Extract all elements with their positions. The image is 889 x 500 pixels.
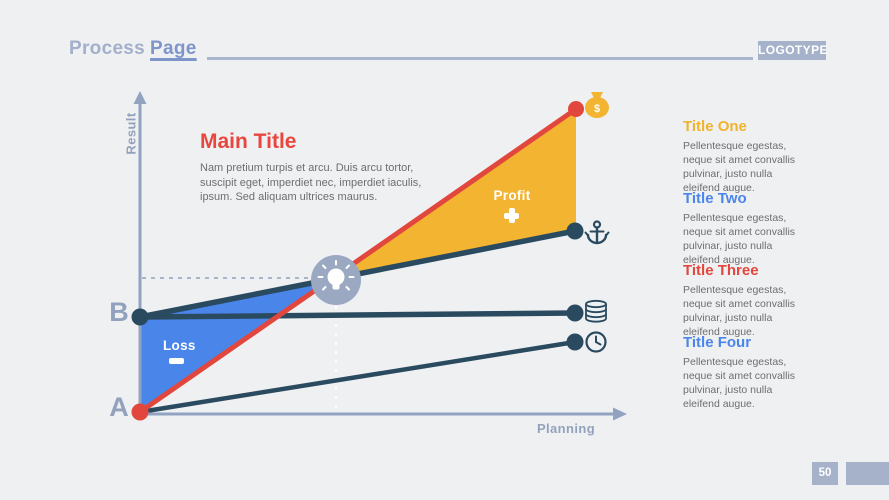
y-axis-arrow-icon [133, 91, 147, 104]
main-title: Main Title [200, 130, 297, 153]
anchor-line-dot [566, 222, 584, 240]
point-b-dot [131, 308, 149, 326]
line-b-to-coins [139, 310, 576, 320]
x-axis-arrow-icon [613, 407, 627, 421]
page-number-badge: 50 [812, 462, 838, 485]
point-a-dot [131, 403, 149, 421]
sidebar-section-four: Title Four Pellentesque egestas, neque s… [683, 334, 815, 411]
main-body-text: Nam pretium turpis et arcu. Duis arcu to… [200, 162, 422, 204]
page-title-light: Process [69, 38, 146, 59]
point-b-label: B [109, 297, 129, 327]
money-bag-icon: $ [585, 92, 609, 118]
loss-label: Loss [163, 338, 196, 353]
point-a-label: A [109, 392, 129, 422]
clock-icon [585, 331, 607, 353]
logotype-badge: LOGOTYPE [758, 41, 827, 60]
sidebar-section-three: Title Three Pellentesque egestas, neque … [683, 262, 815, 339]
y-axis-label: Result [123, 112, 139, 155]
main-text-block: Main Title Nam pretium turpis et arcu. D… [200, 130, 432, 205]
sidebar-section-one: Title One Pellentesque egestas, neque si… [683, 118, 815, 195]
profit-label: Profit [493, 188, 531, 203]
section-body: Pellentesque egestas, neque sit amet con… [683, 212, 796, 266]
header-divider [207, 57, 753, 60]
sidebar-section-two: Title Two Pellentesque egestas, neque si… [683, 190, 815, 267]
clock-line-dot [566, 333, 584, 351]
section-body: Pellentesque egestas, neque sit amet con… [683, 356, 796, 410]
section-body: Pellentesque egestas, neque sit amet con… [683, 140, 796, 194]
section-title: Title Two [683, 190, 747, 207]
dollar-symbol: $ [594, 103, 600, 115]
lightbulb-icon [311, 255, 361, 305]
footer-bar [846, 462, 889, 485]
section-title: Title Three [683, 262, 759, 279]
line-a-to-moneybag [138, 106, 578, 415]
minus-icon [169, 358, 184, 364]
anchor-icon [584, 220, 610, 245]
page-title: Process Page [69, 38, 197, 60]
coins-icon [585, 299, 607, 323]
section-body: Pellentesque egestas, neque sit amet con… [683, 284, 796, 338]
section-title: Title Four [683, 334, 752, 351]
moneybag-line-dot [568, 101, 584, 117]
line-a-to-clock [139, 339, 576, 415]
page-title-accent: Page [150, 38, 197, 59]
x-axis-label: Planning [536, 421, 596, 436]
coins-line-dot [566, 304, 584, 322]
section-title: Title One [683, 118, 747, 135]
plus-icon [504, 208, 519, 223]
